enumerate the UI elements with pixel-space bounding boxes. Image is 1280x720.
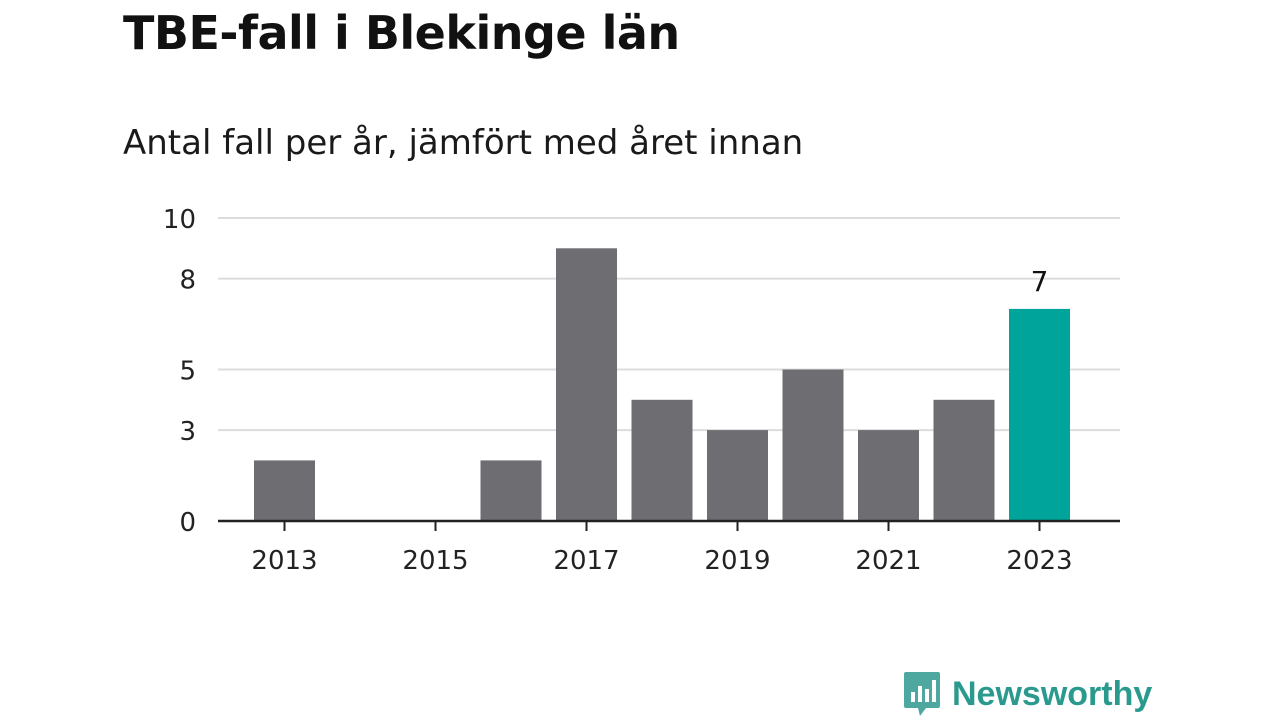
x-tick-label: 2021	[855, 546, 921, 576]
bar-2019	[707, 430, 768, 521]
y-tick-label: 3	[179, 417, 196, 447]
x-tick-label: 2019	[704, 546, 770, 576]
y-tick-label: 0	[179, 508, 196, 538]
x-tick-label: 2023	[1006, 546, 1072, 576]
y-tick-label: 8	[179, 266, 196, 296]
newsworthy-icon	[904, 672, 940, 716]
x-tick-label: 2015	[402, 546, 468, 576]
chart-subtitle: Antal fall per år, jämfört med året inna…	[123, 123, 804, 163]
bar-2017	[556, 248, 617, 522]
chart-title: TBE-fall i Blekinge län	[123, 6, 680, 60]
y-tick-label: 10	[163, 205, 196, 235]
bar-2021	[858, 430, 919, 521]
bar-2020	[782, 369, 844, 521]
bar-value-label: 7	[1031, 265, 1049, 298]
brand-name: Newsworthy	[952, 675, 1153, 713]
bar-2023	[1009, 308, 1070, 521]
y-tick-label: 5	[179, 357, 196, 387]
bar-2022	[933, 399, 995, 521]
newsworthy-logo: Newsworthy	[902, 670, 1152, 718]
bar-2016	[480, 460, 542, 521]
x-tick-label: 2017	[553, 546, 619, 576]
bar-2013	[254, 460, 315, 521]
x-tick-label: 2013	[251, 546, 317, 576]
bar-2018	[631, 399, 693, 521]
